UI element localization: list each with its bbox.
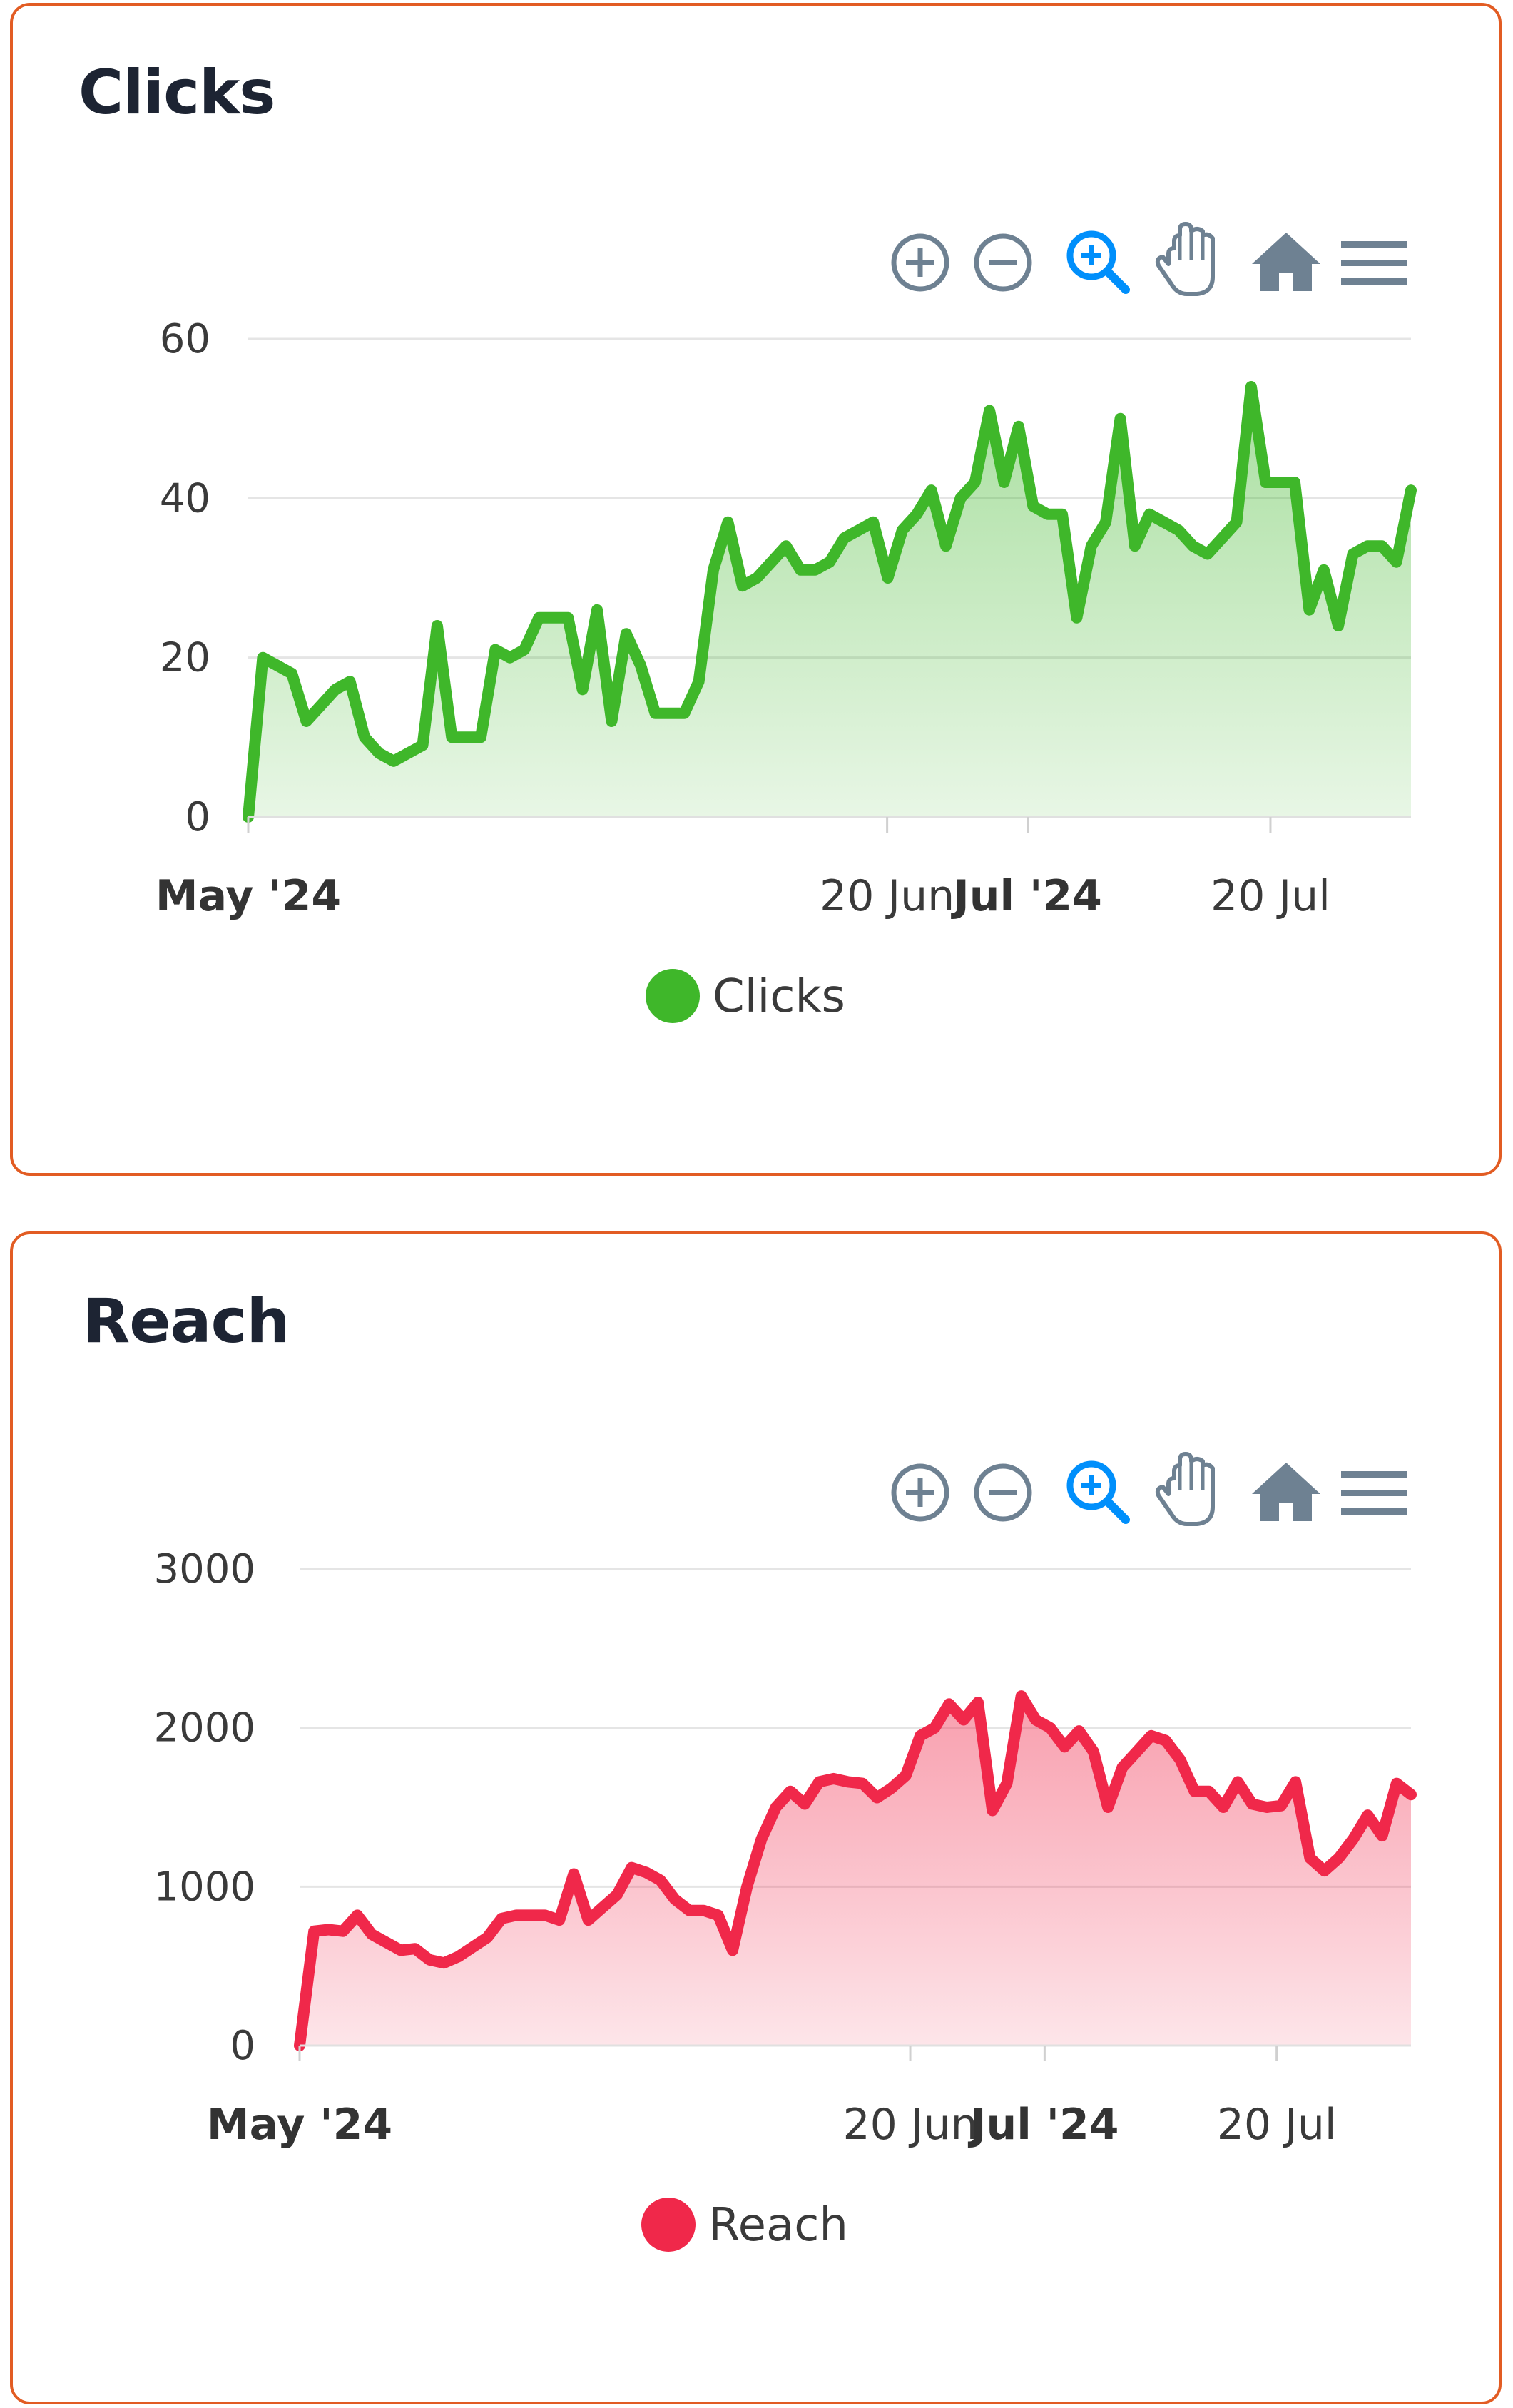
reset-home-icon[interactable] [1252,1463,1320,1521]
y-tick-label: 0 [230,2023,255,2069]
x-tick-label: 20 Jun [820,871,954,921]
card-title: Clicks [78,57,275,128]
legend-marker [646,969,700,1023]
chart-toolbar [891,222,1407,296]
x-tick-label: Jul '24 [967,2100,1119,2150]
y-tick-label: 60 [160,316,210,362]
reset-home-icon[interactable] [1252,233,1320,291]
menu-icon[interactable] [1341,241,1407,285]
series-area [248,387,1411,817]
reach-card: Reach 0 1000 2000 3000 May '24 20 Jun Jul '24 2… [10,1231,1502,2404]
x-tick-label: Jul '24 [950,871,1101,921]
y-tick-label: 40 [160,475,210,522]
series-line [294,1690,1417,2051]
x-tick-label: May '24 [207,2100,392,2150]
y-tick-label: 3000 [153,1546,255,1592]
pan-icon[interactable] [1155,1452,1215,1526]
selection-zoom-icon[interactable] [1066,230,1130,294]
zoom-in-icon[interactable] [891,1463,949,1522]
legend-marker [641,2198,696,2252]
series-area [300,1696,1411,2046]
legend[interactable]: Clicks [646,969,845,1023]
zoom-out-icon[interactable] [974,1463,1032,1522]
selection-zoom-icon[interactable] [1066,1460,1130,1524]
legend[interactable]: Reach [641,2198,848,2252]
zoom-out-icon[interactable] [974,233,1032,292]
card-title: Reach [83,1286,290,1357]
x-tick-label: May '24 [156,871,341,921]
y-tick-label: 20 [160,635,210,681]
y-tick-label: 0 [185,794,210,840]
chart-toolbar [891,1452,1407,1526]
x-tick-label: 20 Jul [1217,2100,1337,2150]
x-tick-label: 20 Jul [1211,871,1330,921]
clicks-card: Clicks 0 20 40 60 May '24 20 Jun Jul '24 20 Jul… [10,3,1502,1176]
pan-icon[interactable] [1155,222,1215,296]
y-tick-label: 2000 [153,1705,255,1752]
zoom-in-icon[interactable] [891,233,949,292]
x-tick-label: 20 Jun [842,2100,977,2150]
menu-icon[interactable] [1341,1471,1407,1515]
legend-label: Clicks [713,970,845,1023]
y-tick-label: 1000 [153,1864,255,1910]
legend-label: Reach [708,2199,848,2252]
series-line [243,381,1417,823]
